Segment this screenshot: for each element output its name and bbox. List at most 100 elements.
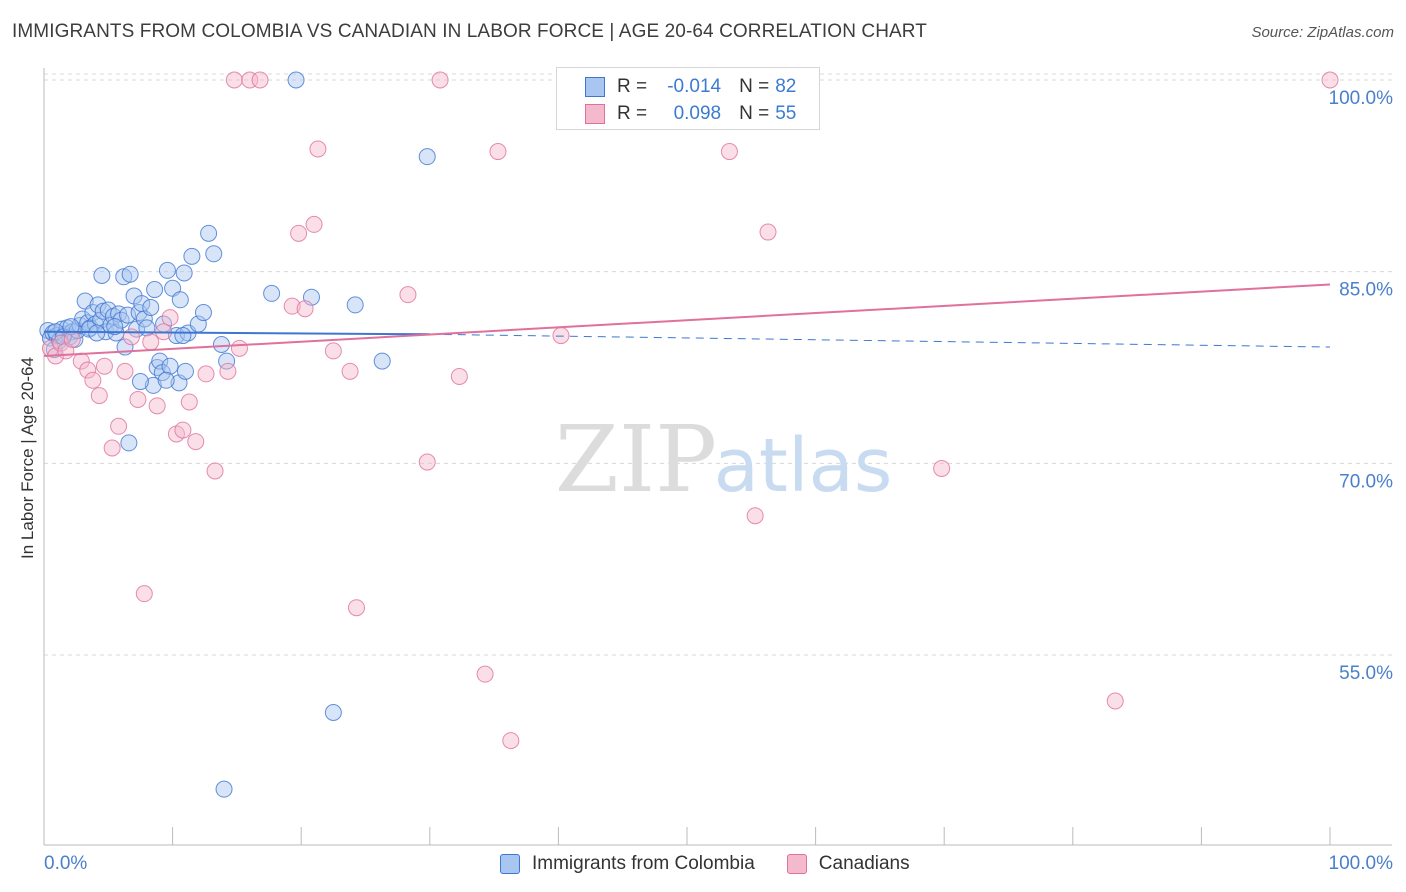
canadians-point [399, 286, 417, 304]
colombia-point [287, 71, 305, 89]
canadians-point [225, 71, 243, 89]
tick-label-layer: 100.0% 85.0% 70.0% 55.0% 0.0% 100.0% [44, 88, 1393, 874]
watermark-zip: ZIP [555, 406, 717, 513]
canadians-point [95, 357, 113, 375]
colombia-point [263, 284, 281, 302]
canadians-point [552, 327, 570, 345]
stats-r-label: R = [617, 76, 648, 97]
canadians-point [489, 143, 507, 161]
colombia-point [80, 320, 98, 338]
stats-r-label: R = [617, 103, 648, 124]
canadians-point [103, 439, 121, 457]
canadians-point [161, 309, 179, 327]
canadians-point [180, 393, 198, 411]
colombia-point [158, 261, 176, 279]
canadians-point [296, 300, 314, 318]
canadians-point [148, 397, 166, 415]
colombia-point [120, 434, 138, 452]
colombia-point [106, 318, 124, 336]
canadians-point [450, 367, 468, 385]
canadians-point [84, 371, 102, 389]
colombia-point [175, 264, 193, 282]
colombia-point [200, 224, 218, 242]
colombia-point [373, 352, 391, 370]
colombia-trend-line [43, 330, 430, 336]
colombia-point [171, 291, 189, 309]
colombia-point [183, 247, 201, 265]
legend-item-canadians[interactable]: Canadians [786, 853, 910, 875]
colombia-point [176, 362, 194, 380]
colombia-point [146, 281, 164, 299]
colombia-point [205, 245, 223, 263]
canadians-point [476, 665, 494, 683]
canadians-point [305, 215, 323, 233]
canadians-point [219, 362, 237, 380]
chart-title: IMMIGRANTS FROM COLOMBIA VS CANADIAN IN … [12, 21, 927, 42]
stats-r-value: -0.014 [667, 76, 722, 97]
legend-item-colombia[interactable]: Immigrants from Colombia [500, 853, 755, 875]
stats-n-label: N = [739, 76, 770, 97]
x-tick-label-max: 100.0% [1329, 853, 1394, 874]
stats-row-canadians: R = 0.098 N = 55 [557, 101, 796, 127]
grid-layer [44, 73, 1392, 656]
colombia-point [174, 327, 192, 345]
colombia-point [346, 296, 364, 314]
colombia-point [215, 780, 233, 798]
y-tick-label: 55.0% [1339, 663, 1393, 684]
canadians-point [135, 585, 153, 603]
source-credit: Source: ZipAtlas.com [1251, 24, 1394, 41]
colombia-point [62, 318, 80, 336]
canadians-point [241, 71, 259, 89]
canadians-point [1106, 692, 1124, 710]
canadians-point [187, 433, 205, 451]
y-tick-label: 70.0% [1339, 471, 1393, 492]
colombia-trend-extension [429, 333, 1331, 348]
canadians-point [142, 333, 160, 351]
watermark: ZIP atlas [555, 406, 893, 513]
colombia-point [157, 371, 175, 389]
canadians-point [116, 362, 134, 380]
canadians-point [110, 417, 128, 435]
canadians-point [90, 387, 108, 405]
stats-n-value: 55 [775, 103, 797, 124]
canadians-point [324, 342, 342, 360]
stats-n-value: 82 [775, 76, 797, 97]
colombia-point [212, 336, 230, 353]
axis-layer [43, 68, 1392, 846]
canadians-point [309, 140, 327, 158]
stats-r-value: 0.098 [673, 103, 722, 124]
trend-layer [43, 283, 1331, 357]
stats-box: R = -0.014 N = 82 R = 0.098 N = 55 [556, 67, 820, 130]
canadians-point [129, 390, 147, 408]
canadians-point [431, 71, 449, 89]
watermark-atlas: atlas [714, 423, 893, 509]
canadians-point [197, 365, 215, 383]
canadians-point [347, 599, 365, 617]
canadians-point [251, 71, 269, 89]
stats-swatch-blue [585, 77, 605, 97]
colombia-point [418, 148, 436, 166]
canadians-trend-line [43, 283, 1331, 357]
legend-swatch-blue [500, 854, 520, 874]
y-tick-label: 85.0% [1339, 280, 1393, 301]
canadians-point [79, 361, 97, 379]
canadians-point [63, 330, 81, 348]
canadians-point [418, 453, 436, 471]
legend-label: Canadians [818, 853, 910, 874]
colombia-point [131, 373, 149, 391]
legend-label: Immigrants from Colombia [532, 853, 755, 874]
canadians-point [341, 362, 359, 380]
colombia-point [144, 376, 162, 394]
y-tick-label: 100.0% [1329, 88, 1394, 109]
colombia-point [93, 267, 111, 284]
colombia-point [194, 304, 212, 322]
colombia-point [324, 704, 342, 721]
stats-swatch-pink [585, 104, 605, 124]
colombia-point [161, 357, 179, 375]
colombia-point [138, 319, 156, 337]
stats-row-colombia: R = -0.014 N = 82 [557, 74, 796, 100]
canadians-point [1321, 71, 1339, 89]
x-tick-label-min: 0.0% [44, 853, 87, 874]
stats-n-label: N = [739, 103, 770, 124]
